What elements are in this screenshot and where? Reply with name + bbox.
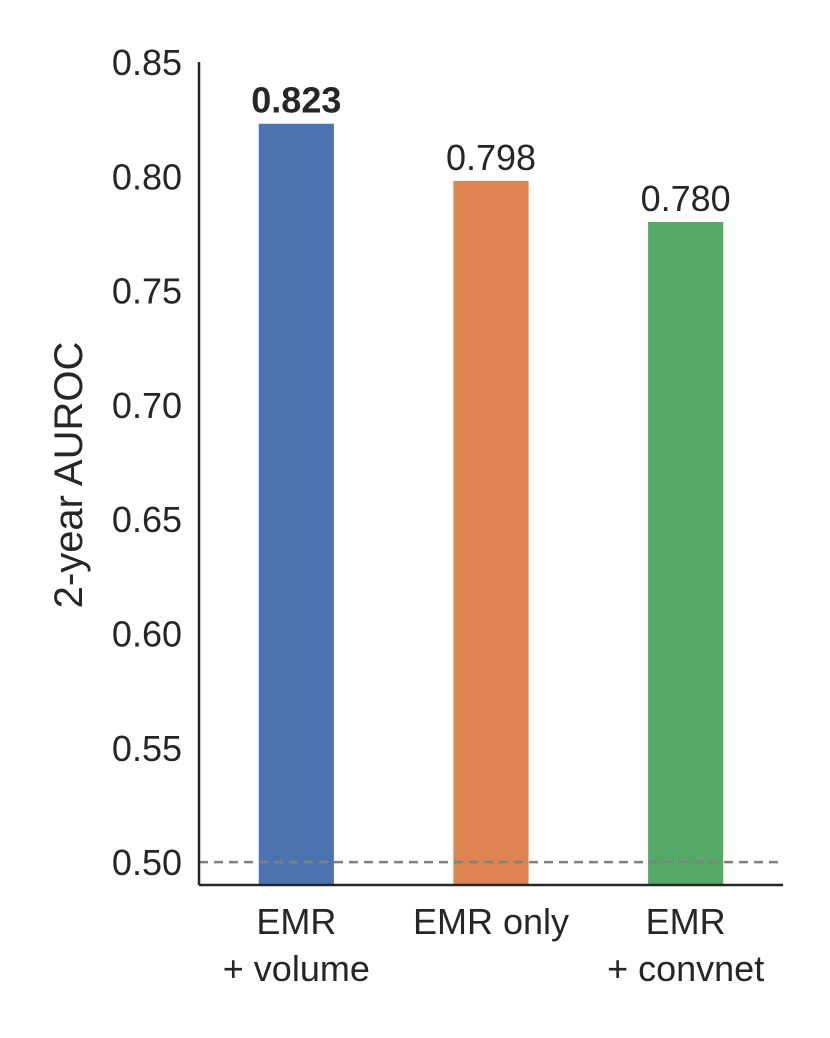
bar-value-label-1: 0.798 <box>446 137 536 178</box>
y-tick-label-5: 0.75 <box>112 271 182 312</box>
bar-value-label-0: 0.823 <box>251 80 341 121</box>
y-tick-label-0: 0.50 <box>112 842 182 883</box>
bar-2 <box>648 222 724 885</box>
x-category-label-0: EMR + volume <box>223 901 370 989</box>
y-tick-label-3: 0.65 <box>112 499 182 540</box>
y-tick-label-1: 0.55 <box>112 728 182 769</box>
y-tick-label-6: 0.80 <box>112 156 182 197</box>
axes-layer <box>197 62 783 887</box>
y-tick-label-7: 0.85 <box>112 42 182 83</box>
x-category-label-1: EMR only <box>413 901 569 942</box>
bar-1 <box>453 180 529 885</box>
bar-value-label-2: 0.780 <box>641 178 731 219</box>
y-axis-title: 2-year AUROC <box>47 342 91 609</box>
bars-layer <box>258 123 724 886</box>
x-category-label-2: EMR + convnet <box>607 901 764 989</box>
y-tick-label-2: 0.60 <box>112 614 182 655</box>
bar-0 <box>258 123 334 886</box>
y-tick-label-4: 0.70 <box>112 385 182 426</box>
labels-layer: 0.823 0.798 0.780 0.50 0.55 0.60 0.65 0.70 0.75 0… <box>112 42 764 989</box>
